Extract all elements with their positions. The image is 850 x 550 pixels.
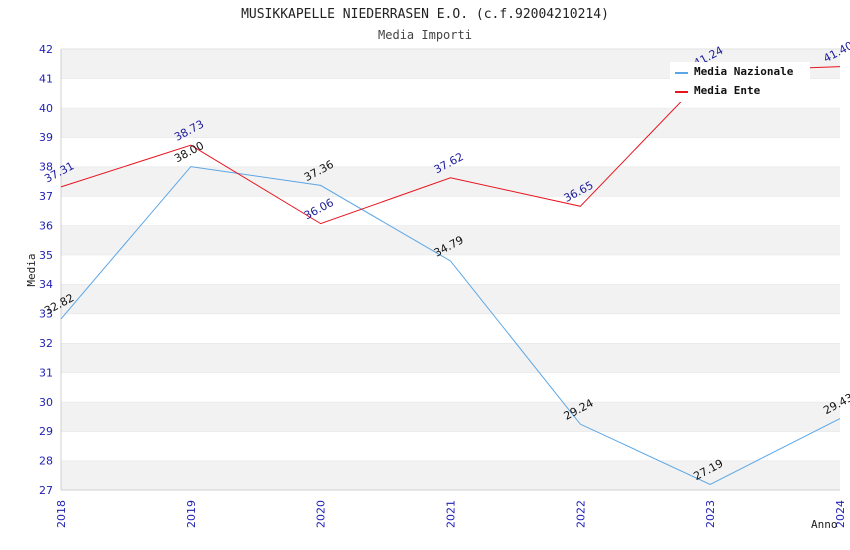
x-tick-labels: 2018 2019 2020 2021 2022 2023 2024 bbox=[55, 500, 847, 528]
x-tick-label: 2020 bbox=[315, 500, 328, 528]
grid-band bbox=[61, 196, 840, 226]
y-tick-label: 39 bbox=[39, 131, 53, 144]
y-tick-label: 34 bbox=[39, 278, 53, 291]
series-line bbox=[60, 166, 841, 485]
grid-bands bbox=[61, 48, 840, 490]
grid-band bbox=[61, 343, 840, 373]
y-tick-label: 27 bbox=[39, 484, 53, 497]
y-tick-label: 40 bbox=[39, 102, 53, 115]
y-tick-label: 31 bbox=[39, 366, 53, 379]
grid-band bbox=[61, 137, 840, 167]
grid-band bbox=[61, 166, 840, 196]
chart-title: MUSIKKAPELLE NIEDERRASEN E.O. (c.f.92004… bbox=[241, 7, 609, 22]
x-tick-label: 2018 bbox=[55, 500, 68, 528]
x-tick-label: 2019 bbox=[185, 500, 198, 528]
x-tick-label: 2021 bbox=[445, 500, 458, 528]
grid-band bbox=[61, 254, 840, 285]
y-tick-label: 33 bbox=[39, 308, 53, 321]
grid-band bbox=[61, 225, 840, 255]
grid-band bbox=[61, 431, 840, 461]
y-tick-label: 38 bbox=[39, 161, 53, 174]
y-tick-label: 29 bbox=[39, 425, 53, 438]
x-axis-label: Anno bbox=[811, 518, 838, 531]
x-tick-label: 2022 bbox=[574, 500, 587, 528]
y-tick-label: 35 bbox=[39, 249, 53, 262]
y-tick-label: 32 bbox=[39, 337, 53, 350]
grid-band bbox=[61, 107, 840, 138]
legend-label-media-ente: Media Ente bbox=[694, 84, 761, 97]
legend-box bbox=[670, 62, 810, 102]
grid-band bbox=[61, 460, 840, 490]
y-tick-labels: 27 28 29 30 31 32 33 34 35 36 37 38 39 40 41 42 bbox=[39, 43, 53, 497]
x-tick-label: 2024 bbox=[834, 500, 847, 528]
legend: Media Nazionale Media Ente bbox=[670, 62, 810, 102]
axes bbox=[60, 49, 840, 491]
y-tick-label: 41 bbox=[39, 72, 53, 85]
y-tick-label: 28 bbox=[39, 455, 53, 468]
grid-band bbox=[61, 372, 840, 402]
y-tick-label: 36 bbox=[39, 219, 53, 232]
legend-label-media-nazionale: Media Nazionale bbox=[694, 65, 794, 78]
y-tick-label: 30 bbox=[39, 396, 53, 409]
grid-band bbox=[61, 313, 840, 343]
y-tick-label: 42 bbox=[39, 43, 53, 56]
chart-subtitle: Media Importi bbox=[378, 28, 472, 42]
grid-band bbox=[61, 401, 840, 432]
y-tick-label: 37 bbox=[39, 190, 53, 203]
grid-band bbox=[61, 284, 840, 314]
x-tick-label: 2023 bbox=[704, 500, 717, 528]
y-axis-label: Media bbox=[25, 253, 38, 286]
